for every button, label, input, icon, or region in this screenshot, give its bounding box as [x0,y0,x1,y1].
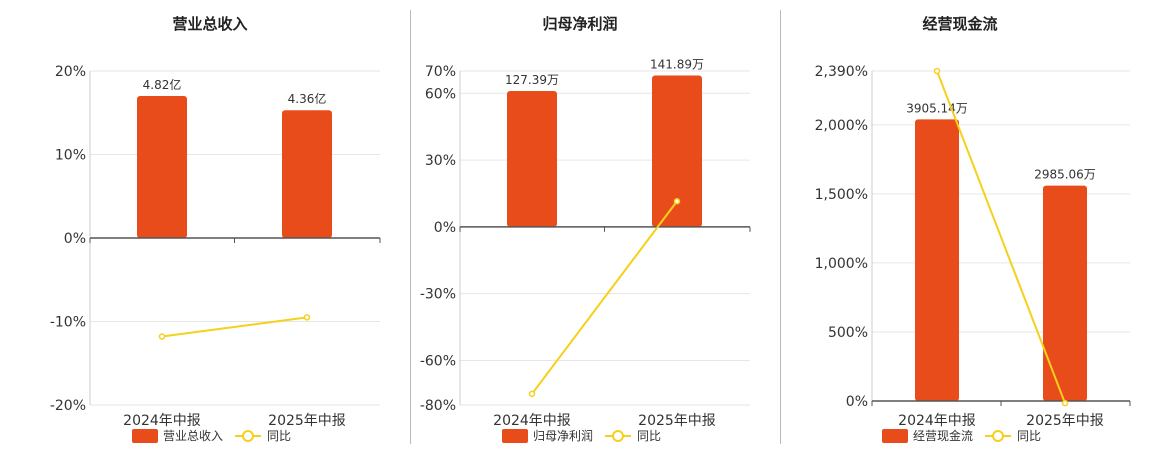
y-tick-label: 0% [846,394,868,410]
y-tick-label: -60% [420,353,456,369]
legend-line-marker [612,430,624,442]
panel-divider [410,10,411,444]
y-tick-label: -30% [420,287,456,303]
y-tick-label: -80% [420,398,456,414]
y-tick-label: 0% [64,231,86,247]
y-tick-label: 60% [425,86,456,102]
x-tick-label: 2025年中报 [638,413,716,429]
legend-line-marker [242,430,254,442]
y-tick-label: 70% [425,64,456,80]
bar [137,96,187,238]
bar-data-label: 3905.14万 [906,101,968,115]
bar [652,75,702,227]
chart-title: 归母净利润 [542,15,617,33]
yoy-line [161,316,308,338]
yoy-point [303,314,311,321]
bar [1043,185,1087,401]
bar [507,91,557,227]
yoy-line [531,200,678,395]
yoy-point [673,198,681,205]
bar-data-label: 4.36亿 [288,91,327,106]
bar [282,110,332,238]
y-tick-label: 1,500% [815,187,868,203]
y-tick-label: 0% [434,220,456,236]
yoy-point [158,333,166,340]
legend-bar-swatch [132,429,158,443]
yoy-point [1061,399,1069,407]
x-tick-label: 2024年中报 [898,413,976,429]
y-tick-label: 10% [55,148,86,164]
y-tick-label: 500% [828,325,868,341]
legend-line-marker [992,430,1004,442]
bar-data-label: 2985.06万 [1034,168,1096,182]
y-tick-label: 2,390% [815,64,868,80]
y-tick-label: 1,000% [815,256,868,272]
x-tick-label: 2024年中报 [123,413,201,429]
legend-bar-swatch [882,429,908,443]
legend-line-label: 同比 [637,429,661,443]
bar-data-label: 127.39万 [505,73,559,87]
yoy-point [933,67,941,75]
legend-bar-label: 归母净利润 [533,429,593,443]
chart-title: 经营现金流 [922,15,997,33]
legend-bar-label: 经营现金流 [913,428,973,443]
bar [915,119,959,402]
y-tick-label: 2,000% [815,118,868,134]
bar-data-label: 141.89万 [650,57,704,71]
bar-data-label: 4.82亿 [143,77,182,92]
y-tick-label: -10% [50,315,86,331]
chart-title: 营业总收入 [172,15,247,33]
x-tick-label: 2025年中报 [1026,413,1104,429]
yoy-point [528,390,536,398]
panel-divider [780,10,781,444]
legend-bar-swatch [502,429,528,443]
legend-line-label: 同比 [267,429,291,443]
legend-bar-label: 营业总收入 [163,429,223,443]
x-tick-label: 2025年中报 [268,413,346,429]
yoy-line [936,70,1066,404]
x-tick-label: 2024年中报 [493,413,571,429]
y-tick-label: -20% [50,398,86,414]
y-tick-label: 20% [55,64,86,80]
legend-line-label: 同比 [1017,429,1041,443]
y-tick-label: 30% [425,153,456,169]
